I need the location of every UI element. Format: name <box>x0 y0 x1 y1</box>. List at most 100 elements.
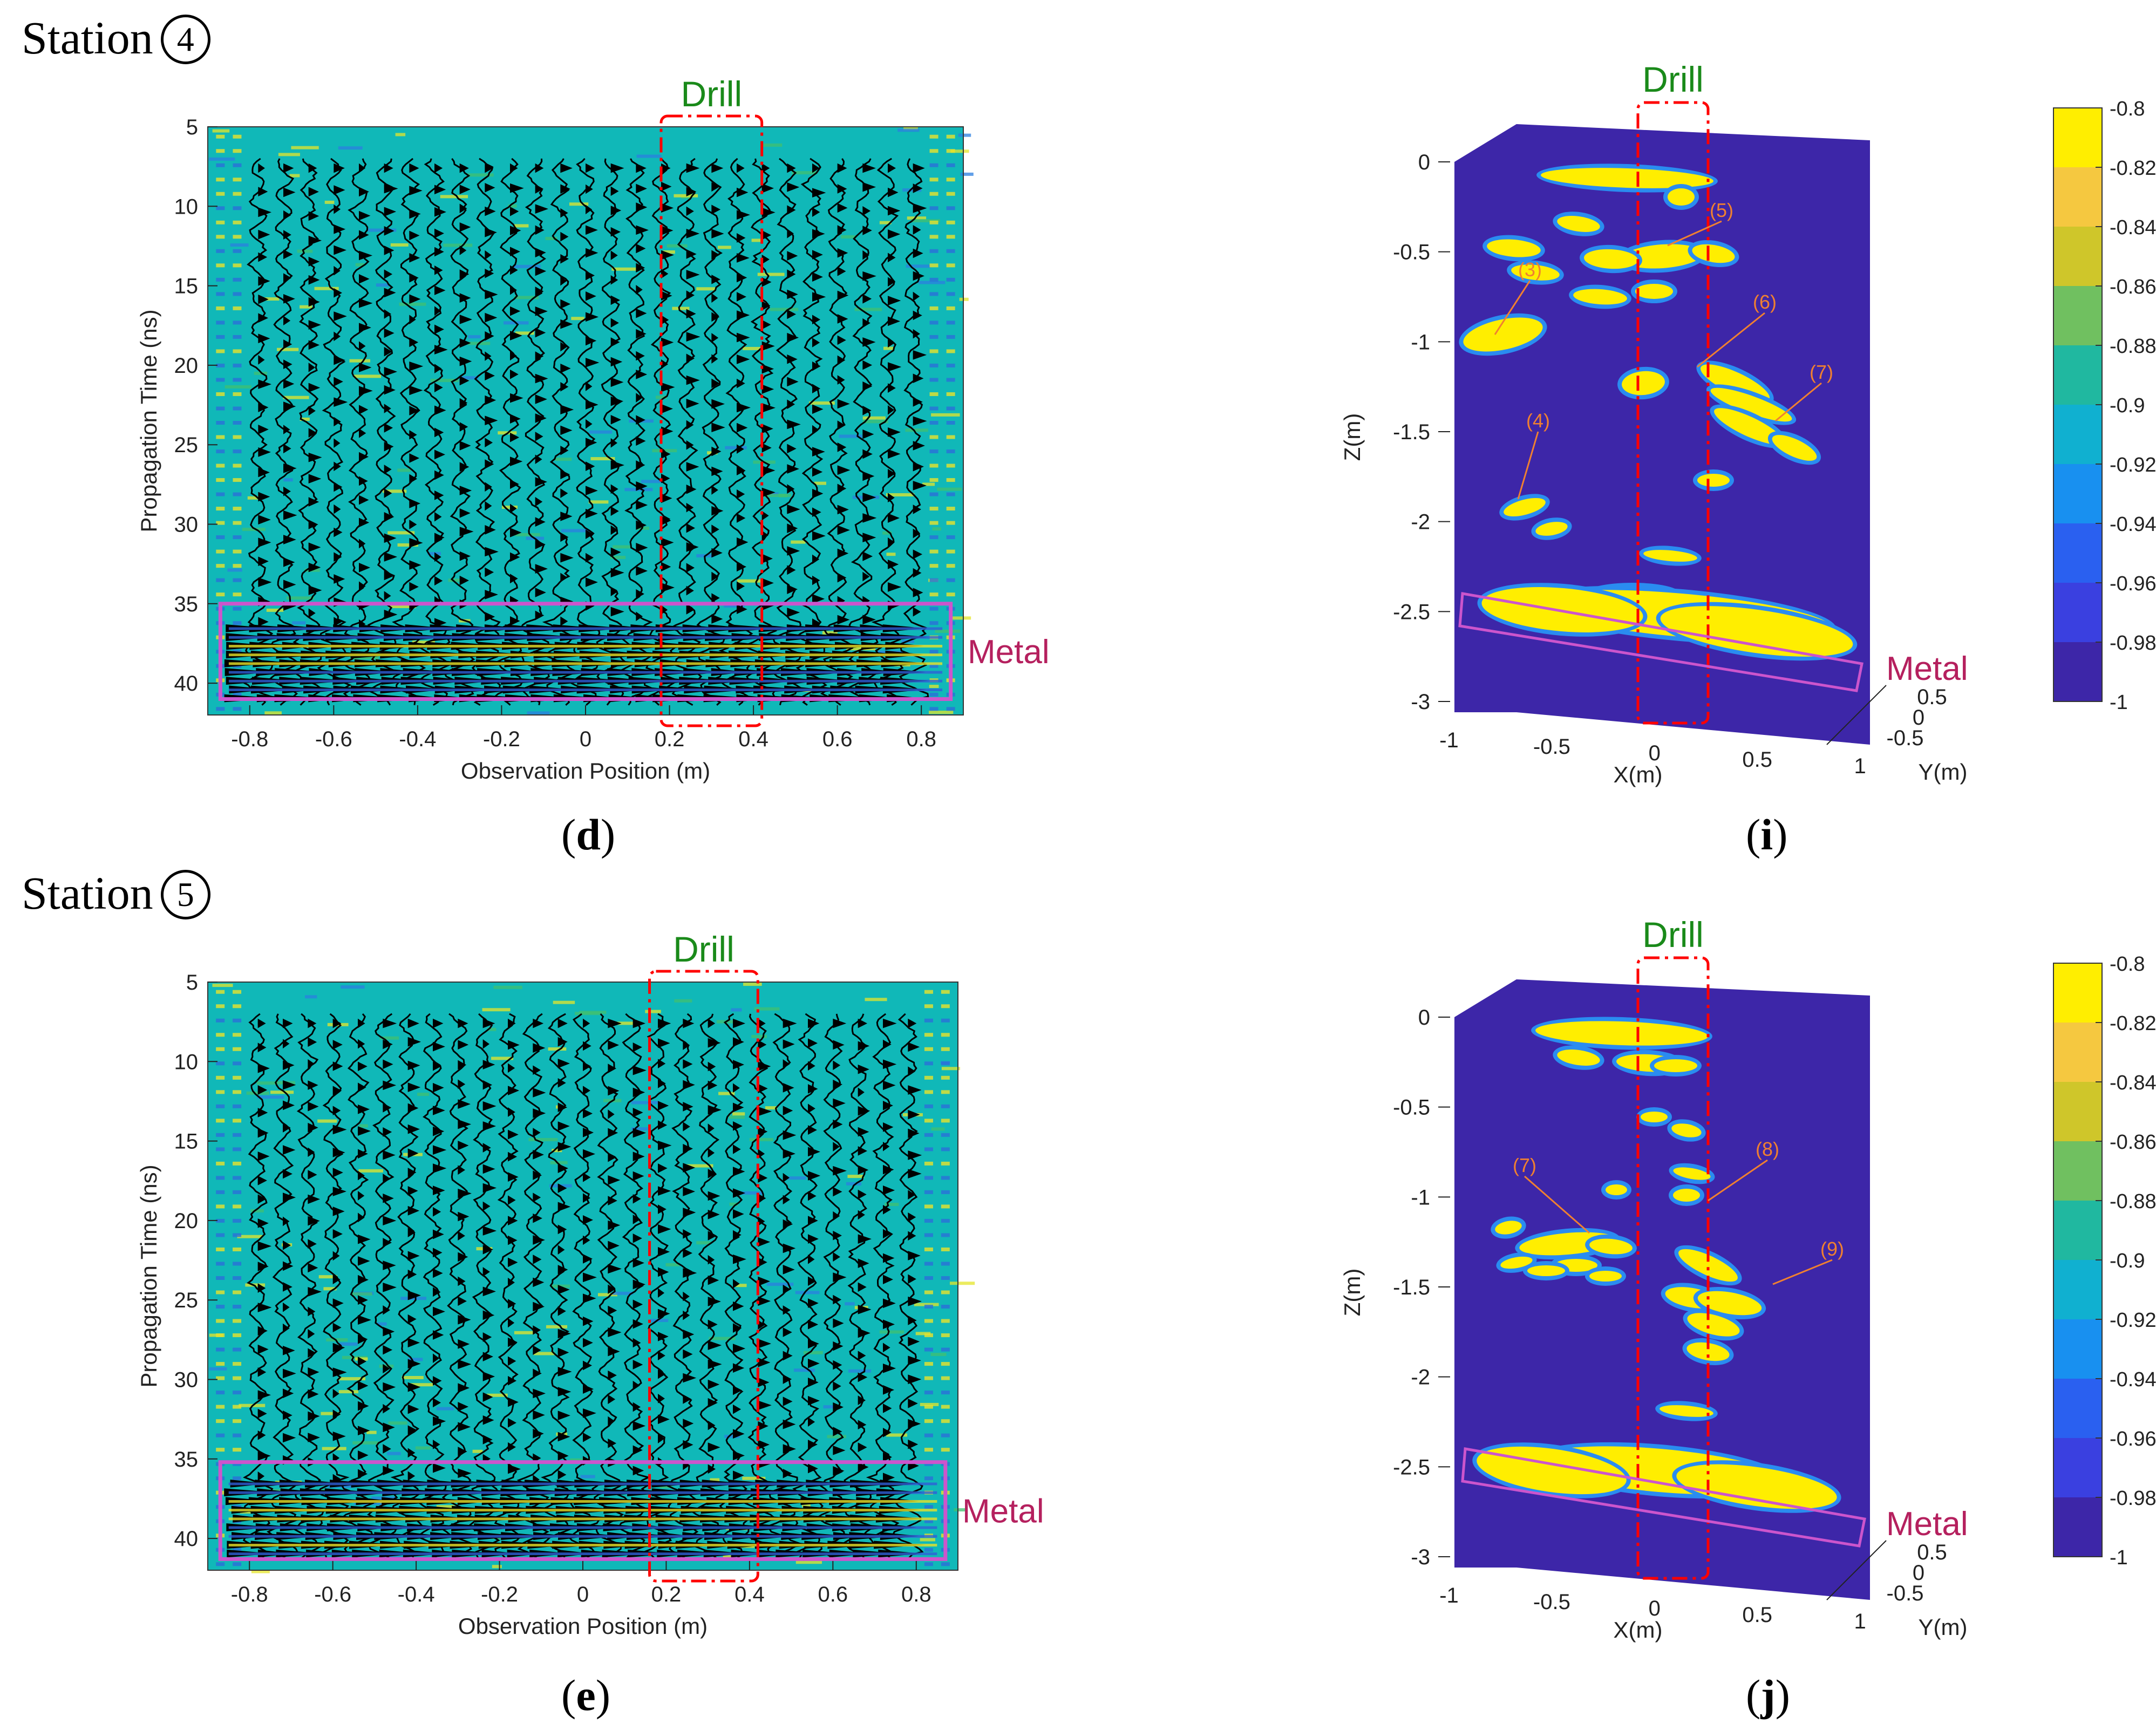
trace-lobe <box>708 1255 715 1265</box>
trace-lobe <box>610 227 621 237</box>
background-band <box>897 128 920 132</box>
anomaly-blob <box>1535 1021 1708 1046</box>
edge-stripe <box>946 263 955 268</box>
trace-lobe <box>888 296 901 305</box>
background-band <box>950 1282 975 1285</box>
edge-stripe <box>216 1391 225 1395</box>
background-band <box>514 296 539 299</box>
trace-lobe <box>557 1328 571 1339</box>
edge-stripe <box>233 335 242 339</box>
trace-lobe <box>711 205 721 215</box>
anomaly-blob <box>1511 264 1560 281</box>
trace-lobe <box>608 1128 618 1138</box>
trace-lobe <box>583 1432 591 1442</box>
edge-stripe <box>941 1319 950 1323</box>
trace-lobe <box>258 207 272 217</box>
trace-lobe <box>808 1191 817 1201</box>
edge-stripe <box>929 607 938 611</box>
trace-lobe <box>883 1059 897 1069</box>
trace-lobe <box>485 415 498 426</box>
trace-lobe <box>358 1381 369 1391</box>
trace-wiggle <box>745 158 777 706</box>
trace-lobe <box>661 337 674 347</box>
trace-lobe <box>833 1119 843 1129</box>
trace-lobe <box>560 616 568 626</box>
trace-lobe <box>535 588 546 597</box>
marker-label: (8) <box>1756 1138 1779 1160</box>
trace-lobe <box>283 557 295 567</box>
trace-lobe <box>913 203 927 213</box>
trace-lobe <box>858 1210 865 1220</box>
background-band <box>862 416 886 420</box>
colorbar-tick-label: -0.9 <box>2110 1250 2145 1272</box>
edge-stripe <box>216 335 225 339</box>
edge-stripe <box>233 421 242 425</box>
background-band <box>251 1570 270 1573</box>
background-band <box>696 1241 711 1245</box>
trace-lobe <box>908 1439 919 1449</box>
background-band <box>749 1138 773 1142</box>
trace-wiggle <box>292 1013 324 1561</box>
trace-lobe <box>482 1039 489 1049</box>
trace-lobe <box>384 423 393 433</box>
trace-lobe <box>407 1471 416 1481</box>
trace-lobe <box>783 1243 796 1253</box>
trace-lobe <box>283 316 291 326</box>
edge-stripe <box>929 292 938 296</box>
trace-lobe <box>308 520 318 529</box>
trace-lobe <box>686 187 697 197</box>
trace-lobe <box>787 444 797 454</box>
background-band <box>515 533 540 536</box>
x-tick-label: 1 <box>1854 754 1866 778</box>
trace-lobe <box>508 1257 518 1268</box>
trace-lobe <box>308 452 322 462</box>
trace-lobe <box>586 291 596 301</box>
trace-lobe <box>257 1064 270 1073</box>
trace-lobe <box>283 1345 295 1355</box>
trace-lobe <box>888 405 895 415</box>
trace-lobe <box>482 1435 493 1444</box>
background-band <box>954 1508 966 1512</box>
trace-lobe <box>359 476 368 486</box>
trace-wiggle <box>696 158 725 706</box>
trace-lobe <box>358 1275 369 1285</box>
edge-stripe <box>216 306 225 310</box>
trace-lobe <box>383 1059 393 1069</box>
trace-lobe <box>358 1401 369 1411</box>
trace-lobe <box>586 461 595 471</box>
trace-lobe <box>636 415 645 425</box>
y-tick-label: -0.5 <box>1887 1582 1924 1605</box>
x-tick-label: 1 <box>1854 1610 1866 1633</box>
panel-label-j: (j) <box>1746 1671 1790 1720</box>
trace-lobe <box>883 1080 896 1091</box>
trace-lobe <box>258 333 270 344</box>
edge-stripe <box>233 1075 242 1080</box>
metal-box <box>218 1460 948 1561</box>
trace-lobe <box>758 1296 771 1306</box>
edge-stripe <box>924 1075 933 1080</box>
edge-stripe <box>946 521 955 525</box>
background-band <box>225 385 251 389</box>
trace-lobe <box>708 1169 717 1178</box>
trace-lobe <box>586 438 597 447</box>
background-band <box>737 579 761 583</box>
trace-lobe <box>383 1260 396 1270</box>
x-tick-label: 0.2 <box>651 1583 682 1606</box>
trace-lobe <box>862 449 873 459</box>
trace-lobe <box>883 1018 897 1028</box>
background-band <box>879 221 892 224</box>
edge-stripe <box>929 492 938 496</box>
trace-lobe <box>535 497 543 507</box>
trace-lobe <box>783 1173 790 1183</box>
trace-lobe <box>557 1202 571 1212</box>
background-band <box>209 157 235 161</box>
trace-wiggle <box>493 158 523 706</box>
trace-lobe <box>833 1466 845 1476</box>
anomaly-blob <box>1541 168 1713 188</box>
trace-lobe <box>407 1382 421 1392</box>
trace-lobe <box>557 1470 567 1480</box>
background-band <box>725 446 747 449</box>
trace-lobe <box>257 1194 267 1204</box>
trace-lobe <box>908 1374 922 1385</box>
trace-lobe <box>533 1150 544 1160</box>
